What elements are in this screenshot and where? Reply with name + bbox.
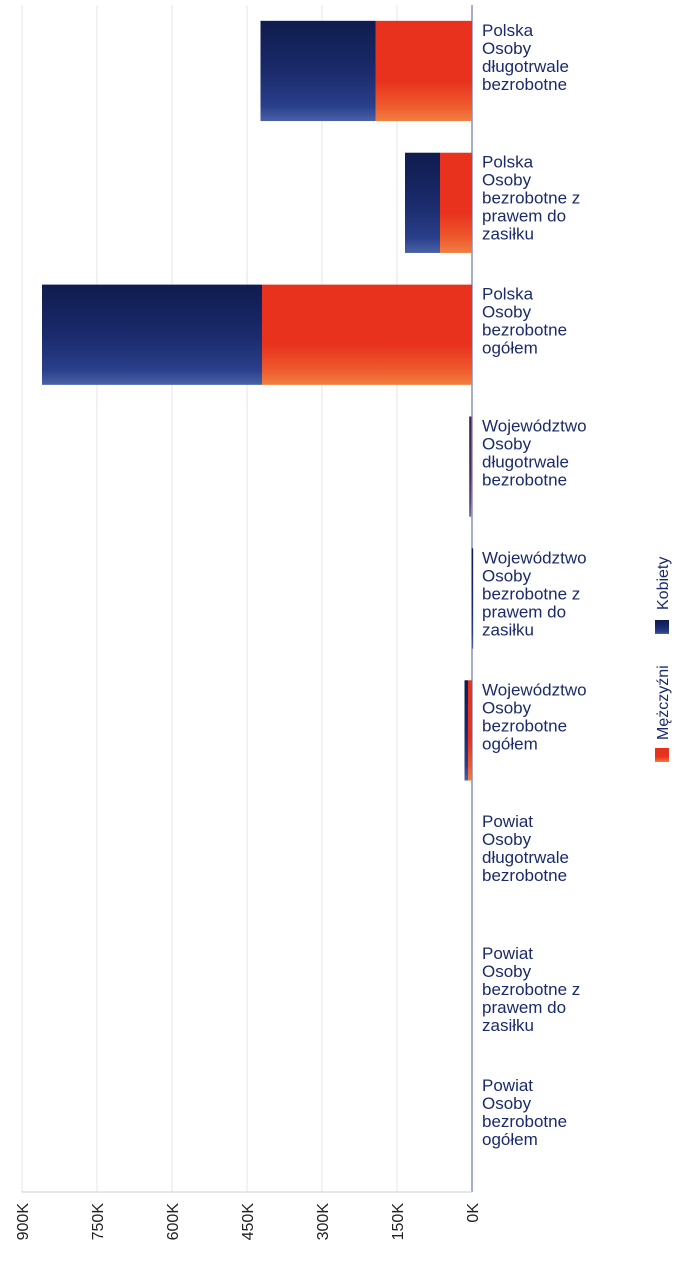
category-label: Województwo Osoby bezrobotne z prawem do zas… [482, 548, 587, 639]
category-label-line: Osoby [482, 171, 532, 190]
category-label-line: Województwo [482, 416, 587, 435]
bar-segment [464, 680, 468, 781]
category-label-line: zasiłku [482, 620, 534, 639]
tick-label: 450K [240, 1203, 257, 1241]
bar-segment [440, 152, 472, 253]
category-label: Powiat Osoby bezrobotne ogółem [482, 1076, 567, 1149]
bar-segment [42, 284, 262, 385]
bar-segment [470, 416, 472, 517]
category-label-line: prawem do [482, 207, 566, 226]
category-label-line: zasiłku [482, 225, 534, 244]
category-label-line: bezrobotne [482, 75, 567, 94]
tick-label: 300K [315, 1203, 332, 1241]
bar-segment [405, 152, 440, 253]
category-label-line: bezrobotne z [482, 980, 580, 999]
bars [42, 20, 474, 781]
tick-label: 750K [90, 1203, 107, 1241]
category-label-line: Powiat [482, 812, 533, 831]
category-label-line: Osoby [482, 1094, 532, 1113]
tick-label: 0K [465, 1203, 482, 1223]
bar-segment [469, 416, 471, 517]
category-label: Powiat Osoby długotrwale bezrobotne [482, 812, 569, 885]
category-label-line: długotrwale [482, 848, 569, 867]
category-label-line: bezrobotne [482, 716, 567, 735]
gridlines [21, 5, 473, 1193]
category-label-line: ogółem [482, 734, 538, 753]
value-axis: 900K 750K 600K 450K 300K 150K 0K [15, 1203, 482, 1241]
category-label-line: bezrobotne [482, 321, 567, 340]
bar-segment [468, 680, 472, 781]
category-label-line: Osoby [482, 962, 532, 981]
category-label-line: bezrobotne z [482, 584, 580, 603]
legend-swatch-men [655, 748, 669, 762]
category-label: Polska Osoby bezrobotne ogółem [482, 285, 567, 358]
category-label-line: Województwo [482, 548, 587, 567]
category-label-line: Osoby [482, 434, 532, 453]
category-label-line: Polska [482, 21, 534, 40]
category-label-line: Powiat [482, 1076, 533, 1095]
category-label-line: długotrwale [482, 452, 569, 471]
category-label-line: bezrobotne [482, 1112, 567, 1131]
bar-segment [260, 20, 376, 122]
category-label-line: prawem do [482, 998, 566, 1017]
tick-label: 600K [165, 1203, 182, 1241]
category-label: Polska Osoby bezrobotne z prawem do zasiłku [482, 153, 580, 244]
category-label-line: Osoby [482, 698, 532, 717]
category-label-line: długotrwale [482, 57, 569, 76]
category-label-line: ogółem [482, 1130, 538, 1149]
category-label-line: Powiat [482, 944, 533, 963]
bar-segment [471, 548, 473, 649]
category-label-line: Polska [482, 285, 534, 304]
category-label-line: Osoby [482, 39, 532, 58]
category-label-line: Województwo [482, 680, 587, 699]
category-label-line: bezrobotne z [482, 189, 580, 208]
category-label: Powiat Osoby bezrobotne z prawem do zasiłku [482, 944, 580, 1035]
legend-label-women: Kobiety [655, 557, 672, 610]
legend: Mężczyźni Kobiety [655, 557, 672, 762]
category-label: Województwo Osoby długotrwale bezrobotne [482, 416, 587, 489]
legend-swatch-women [655, 620, 669, 634]
category-label-line: Osoby [482, 303, 532, 322]
category-label-line: prawem do [482, 602, 566, 621]
bar-segment [375, 20, 472, 122]
category-label: Polska Osoby długotrwale bezrobotne [482, 21, 569, 94]
category-label-line: Osoby [482, 566, 532, 585]
category-label-line: zasiłku [482, 1016, 534, 1035]
category-label-line: bezrobotne [482, 866, 567, 885]
category-label-line: ogółem [482, 339, 538, 358]
category-label: Województwo Osoby bezrobotne ogółem [482, 680, 587, 753]
legend-label-men: Mężczyźni [655, 665, 672, 740]
category-label-line: Polska [482, 153, 534, 172]
bar-segment [262, 284, 472, 385]
category-label-line: Osoby [482, 830, 532, 849]
tick-label: 900K [15, 1203, 32, 1241]
category-label-line: bezrobotne [482, 470, 567, 489]
tick-label: 150K [390, 1203, 407, 1241]
